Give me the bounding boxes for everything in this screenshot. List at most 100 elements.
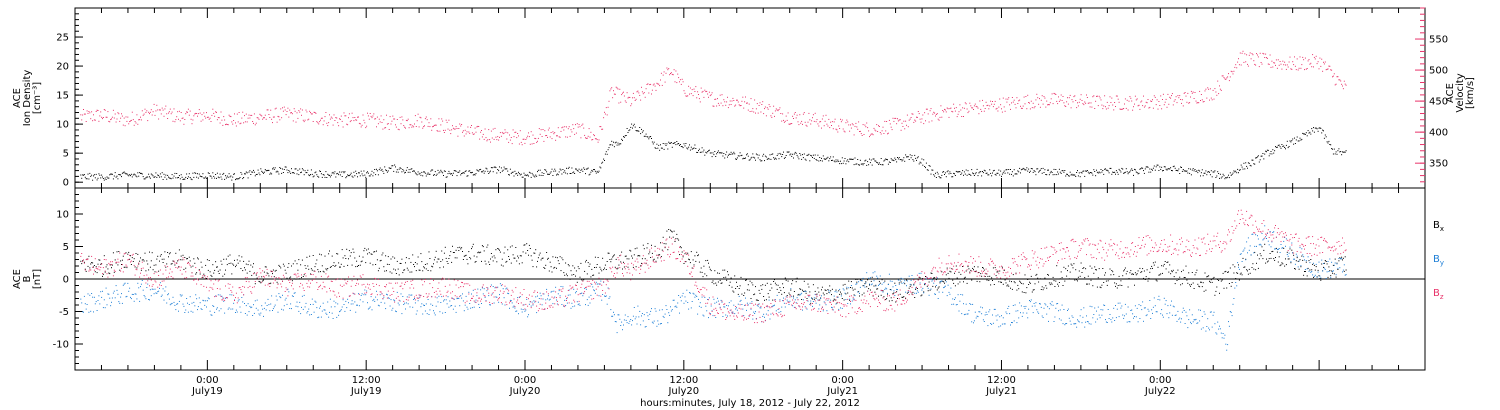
bx-series-point xyxy=(765,299,767,301)
bx-series-point xyxy=(1128,278,1130,280)
bx-series-point xyxy=(1067,265,1069,267)
velocity-series-point xyxy=(657,83,659,85)
velocity-series-point xyxy=(573,128,575,130)
velocity-series-point xyxy=(476,126,478,128)
density-series-point xyxy=(149,176,150,178)
density-series-point xyxy=(528,171,530,173)
by-series-point xyxy=(637,305,639,307)
velocity-series-point xyxy=(1305,68,1307,70)
density-series-point xyxy=(291,168,292,170)
by-series-point xyxy=(658,323,660,325)
bx-series-point xyxy=(145,270,147,272)
bx-series-point xyxy=(1055,280,1057,282)
velocity-series-point xyxy=(1056,100,1058,102)
velocity-series-point xyxy=(132,119,134,121)
velocity-series-point xyxy=(939,116,941,118)
velocity-series-point xyxy=(1200,94,1202,95)
by-series-point xyxy=(270,303,272,305)
density-series-point xyxy=(585,168,587,170)
bx-series-point xyxy=(448,258,450,259)
velocity-series-point xyxy=(1151,101,1153,102)
velocity-series-point xyxy=(471,132,473,134)
by-series-point xyxy=(402,296,404,297)
density-series-point xyxy=(545,169,547,171)
bx-series-point xyxy=(954,285,956,287)
density-series-point xyxy=(214,177,216,179)
bx-series-point xyxy=(1018,288,1020,290)
density-series-point xyxy=(538,174,540,176)
bx-series-point xyxy=(1311,269,1313,271)
bx-series-point xyxy=(906,279,907,281)
velocity-series-point xyxy=(957,113,959,115)
density-series-point xyxy=(709,152,711,154)
velocity-series-point xyxy=(708,96,709,98)
density-series-point xyxy=(553,170,555,172)
velocity-series-point xyxy=(764,106,766,108)
bx-series-point xyxy=(427,270,429,271)
by-series-point xyxy=(567,294,569,296)
density-series-point xyxy=(1090,172,1092,173)
bx-series-point xyxy=(568,265,570,267)
velocity-series-point xyxy=(1283,64,1285,66)
bx-series-point xyxy=(998,281,1000,283)
by-series-point xyxy=(290,303,292,305)
density-series-point xyxy=(1304,133,1305,135)
bx-series-point xyxy=(232,263,234,265)
by-series-point xyxy=(499,294,500,296)
bx-series-point xyxy=(924,284,926,286)
density-series-point xyxy=(1083,170,1085,172)
velocity-series-point xyxy=(268,114,270,115)
density-series-point xyxy=(1008,169,1010,170)
by-series-point xyxy=(130,298,132,300)
by-series-point xyxy=(666,309,668,310)
velocity-series-point xyxy=(670,72,672,74)
bx-series-point xyxy=(190,266,192,268)
by-series-point xyxy=(537,295,538,297)
velocity-series-point xyxy=(260,114,262,116)
bx-series-point xyxy=(1036,273,1038,275)
density-series-point xyxy=(1345,150,1347,152)
density-series-point xyxy=(269,173,271,175)
bx-series-point xyxy=(821,289,822,291)
velocity-series-point xyxy=(244,121,246,123)
density-series-point xyxy=(1337,150,1339,152)
by-series-point xyxy=(449,300,451,302)
bx-series-point xyxy=(733,291,735,293)
density-series-point xyxy=(506,168,508,170)
velocity-series-point xyxy=(291,113,293,115)
velocity-series-point xyxy=(93,114,94,116)
bx-series-point xyxy=(466,258,468,260)
by-series-point xyxy=(406,296,408,298)
velocity-series-point xyxy=(863,134,865,135)
density-series-point xyxy=(528,175,529,177)
velocity-series-point xyxy=(1336,76,1338,78)
velocity-series-point xyxy=(906,124,907,126)
velocity-series-point xyxy=(1226,77,1228,79)
bx-series-point xyxy=(383,266,385,268)
density-series-point xyxy=(518,173,520,175)
density-series-point xyxy=(181,176,183,178)
bx-series-point xyxy=(130,255,131,257)
velocity-series-point xyxy=(798,124,800,126)
density-series-point xyxy=(1059,171,1061,173)
bx-series-point xyxy=(278,264,280,266)
density-series-point xyxy=(609,144,611,146)
velocity-series-point xyxy=(405,127,406,129)
density-series-point xyxy=(1321,132,1323,134)
density-series-point xyxy=(343,172,345,174)
bx-series-point xyxy=(779,287,781,289)
density-series-point xyxy=(764,155,766,157)
velocity-series-point xyxy=(138,119,140,121)
density-series-point xyxy=(534,176,536,178)
velocity-series-point xyxy=(852,124,854,126)
velocity-series-point xyxy=(1054,93,1056,95)
bx-series-point xyxy=(362,256,364,258)
bx-series-point xyxy=(774,282,776,284)
density-series-point xyxy=(723,153,725,154)
bx-series-point xyxy=(275,269,277,271)
bx-series-point xyxy=(1331,270,1333,272)
density-series-point xyxy=(700,151,702,153)
density-series-point xyxy=(1269,153,1271,155)
velocity-series-point xyxy=(857,128,859,130)
density-series-point xyxy=(1030,168,1032,169)
